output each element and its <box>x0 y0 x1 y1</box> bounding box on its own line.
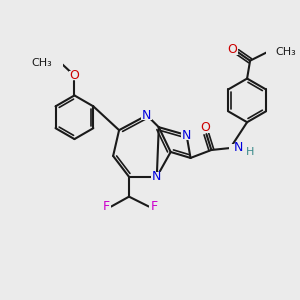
FancyBboxPatch shape <box>181 130 192 140</box>
FancyBboxPatch shape <box>101 202 111 211</box>
FancyBboxPatch shape <box>241 147 251 155</box>
Text: H: H <box>246 147 254 157</box>
FancyBboxPatch shape <box>266 47 286 56</box>
Text: N: N <box>234 140 244 154</box>
FancyBboxPatch shape <box>151 172 162 181</box>
Text: N: N <box>142 109 152 122</box>
FancyBboxPatch shape <box>229 143 245 152</box>
Text: N: N <box>152 170 161 183</box>
FancyBboxPatch shape <box>227 46 238 55</box>
Text: O: O <box>70 69 80 82</box>
FancyBboxPatch shape <box>141 111 152 120</box>
Text: O: O <box>227 43 237 56</box>
FancyBboxPatch shape <box>149 202 159 211</box>
FancyBboxPatch shape <box>69 71 80 80</box>
Text: CH₃: CH₃ <box>32 58 52 68</box>
FancyBboxPatch shape <box>200 124 211 133</box>
FancyBboxPatch shape <box>43 58 62 67</box>
Text: N: N <box>182 129 191 142</box>
Text: O: O <box>200 121 210 134</box>
Text: F: F <box>150 200 158 213</box>
Text: CH₃: CH₃ <box>275 47 296 57</box>
Text: F: F <box>103 200 110 213</box>
